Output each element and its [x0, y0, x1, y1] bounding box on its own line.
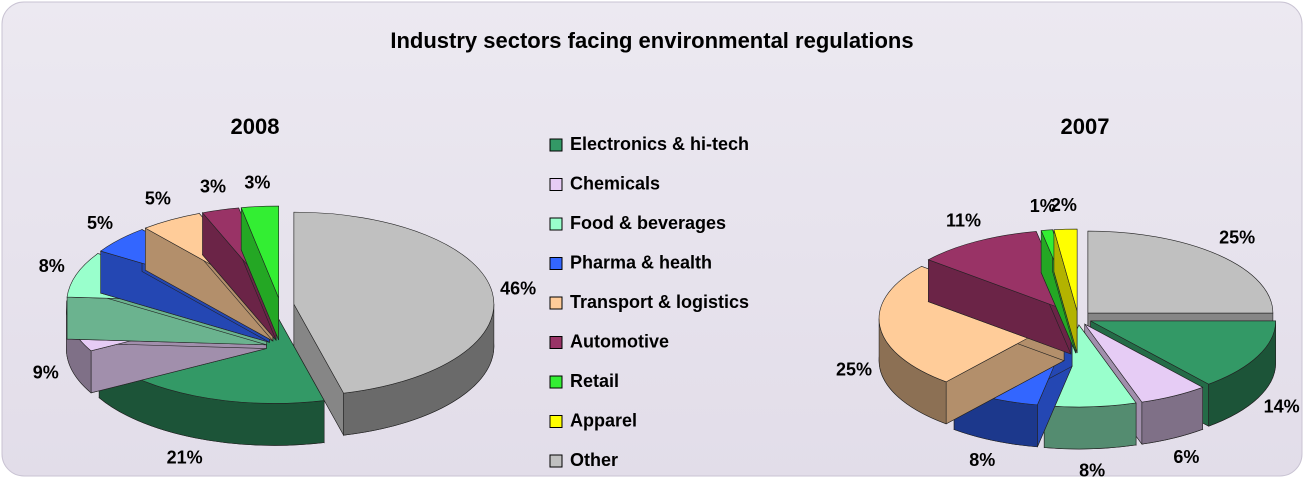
- slice-top: [240, 205, 279, 299]
- data-label: 6%: [1173, 447, 1199, 467]
- data-label: 46%: [500, 278, 536, 298]
- data-label: 8%: [1079, 461, 1105, 478]
- data-label: 25%: [836, 359, 872, 379]
- pie-title: 2008: [231, 114, 280, 139]
- pie-title: 2007: [1061, 114, 1110, 139]
- data-label: 21%: [167, 448, 203, 468]
- legend-swatch: [549, 454, 563, 468]
- pie-slice: [1053, 228, 1078, 354]
- data-label: 8%: [39, 256, 65, 276]
- slice-top: [1090, 320, 1276, 385]
- legend-label: Retail: [570, 371, 619, 391]
- data-label: 11%: [946, 210, 981, 230]
- legend-swatch: [549, 375, 563, 389]
- data-label: 25%: [1219, 228, 1255, 248]
- slice-top: [1084, 323, 1204, 403]
- slice-top: [878, 266, 1065, 383]
- slice-side: [1043, 402, 1137, 450]
- slice-top: [1053, 228, 1078, 312]
- data-label: 3%: [200, 177, 226, 197]
- legend-label: Apparel: [570, 410, 637, 430]
- data-label: 5%: [145, 189, 171, 209]
- slice-top: [1087, 230, 1274, 314]
- legend-label: Automotive: [570, 331, 669, 351]
- slice-top: [927, 231, 1072, 313]
- chart-title: Industry sectors facing environmental re…: [390, 28, 913, 53]
- data-label: 14%: [1264, 396, 1300, 416]
- legend-label: Other: [570, 450, 618, 470]
- data-label: 2%: [1051, 195, 1077, 215]
- legend-swatch: [549, 336, 563, 349]
- legend-label: Pharma & health: [570, 252, 712, 272]
- data-label: 1%: [1030, 196, 1056, 216]
- legend-label: Electronics & hi-tech: [570, 134, 749, 154]
- data-label: 5%: [87, 213, 113, 233]
- data-label: 9%: [33, 362, 59, 382]
- legend-label: Food & beverages: [570, 213, 726, 233]
- pie-slice: [240, 205, 279, 341]
- legend-swatch: [549, 257, 563, 270]
- legend-swatch: [549, 217, 563, 231]
- legend-label: Chemicals: [570, 173, 660, 193]
- legend-swatch: [549, 138, 563, 152]
- legend-swatch: [549, 178, 563, 191]
- data-label: 3%: [244, 172, 270, 192]
- legend-swatch: [549, 415, 563, 428]
- legend-swatch: [549, 296, 563, 310]
- slice-top: [293, 211, 495, 394]
- pie-slice: [293, 211, 495, 437]
- data-label: 8%: [969, 450, 995, 470]
- legend-label: Transport & logistics: [570, 292, 749, 312]
